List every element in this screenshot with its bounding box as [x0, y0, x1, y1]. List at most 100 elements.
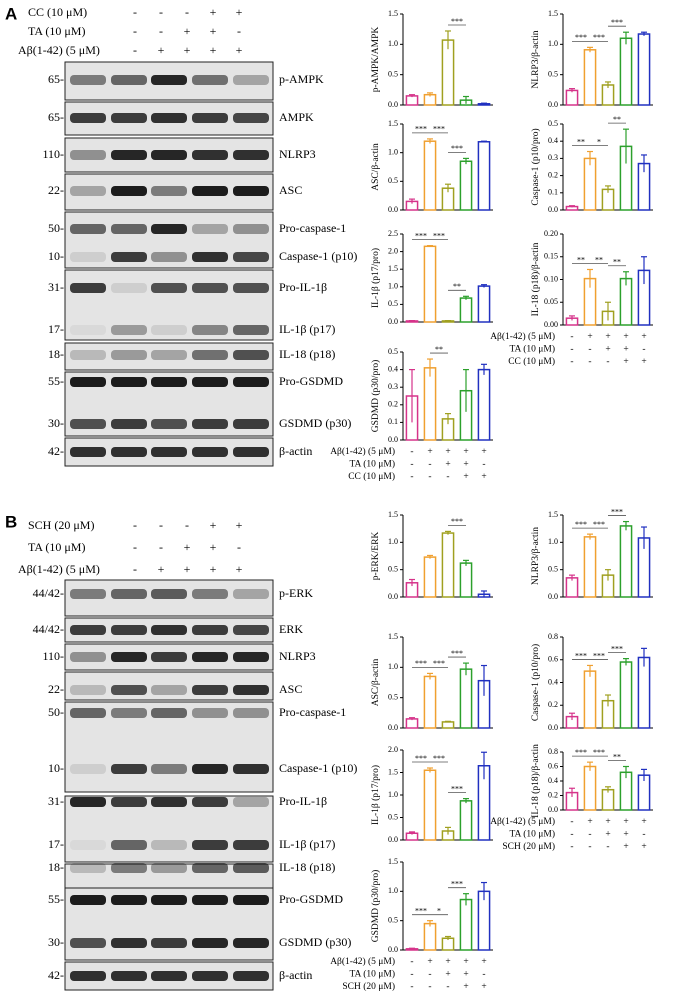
bar: [637, 33, 651, 106]
condition-sign: +: [463, 472, 468, 482]
bar: [477, 368, 491, 441]
band: [233, 625, 269, 635]
mw-marker: 17-: [48, 322, 64, 336]
band: [192, 652, 228, 662]
condition-sign: +: [481, 472, 486, 482]
band: [192, 350, 228, 360]
treatment-sign: -: [159, 24, 163, 38]
y-tick-label: 0.4: [548, 776, 558, 785]
condition-label: Aβ(1-42) (5 μM): [330, 956, 395, 967]
protein-label: IL-18 (p18): [279, 860, 335, 874]
y-tick-label: 0.5: [388, 812, 398, 821]
y-tick-label: 0.4: [548, 136, 558, 145]
y-tick-label: 0.6: [548, 761, 558, 770]
treatment-sign: -: [133, 518, 137, 532]
band: [70, 186, 106, 196]
treatment-sign: -: [185, 518, 189, 532]
y-tick-label: 1.0: [548, 39, 558, 48]
bar: [405, 718, 419, 729]
y-tick-label: 1.5: [388, 119, 398, 128]
mw-marker: 65-: [48, 110, 64, 124]
y-tick-label: 0.0: [548, 723, 558, 732]
protein-label: AMPK: [279, 110, 314, 124]
band: [70, 377, 106, 387]
y-tick-label: 0.8: [548, 747, 558, 756]
bar: [477, 141, 491, 211]
significance-label: **: [453, 282, 461, 291]
condition-label: TA (10 μM): [510, 344, 556, 355]
band: [192, 589, 228, 599]
band: [192, 971, 228, 981]
bar: [423, 769, 437, 841]
condition-label: Aβ(1-42) (5 μM): [490, 816, 555, 827]
y-tick-label: 0.0: [388, 592, 398, 601]
y-tick-label: 0.0: [388, 835, 398, 844]
band: [151, 840, 187, 850]
y-tick-label: 0.5: [548, 69, 558, 78]
y-axis-label: GSDMD (p30/pro): [370, 360, 381, 433]
treatment-sign: +: [158, 43, 165, 57]
bar: [459, 297, 473, 323]
bar: [477, 285, 491, 323]
y-tick-label: 0.5: [388, 347, 398, 356]
mw-marker: 55-: [48, 374, 64, 388]
condition-sign: -: [642, 345, 645, 355]
treatment-sign: -: [159, 540, 163, 554]
band: [70, 895, 106, 905]
condition-sign: -: [570, 830, 573, 840]
mw-marker: 50-: [48, 221, 64, 235]
mw-marker: 44/42-: [33, 586, 64, 600]
y-tick-label: 0.1: [388, 417, 398, 426]
treatment-sign: +: [236, 562, 243, 576]
y-tick-label: 0.2: [548, 790, 558, 799]
protein-label: Pro-caspase-1: [279, 705, 346, 719]
bar: [565, 577, 579, 598]
protein-label: ASC: [279, 183, 302, 197]
y-axis-label: IL-18 (p18)/β-actin: [530, 744, 541, 818]
condition-sign: +: [641, 817, 646, 827]
mw-marker: 110-: [42, 649, 64, 663]
band: [111, 708, 147, 718]
band: [151, 863, 187, 873]
bar: [619, 661, 633, 729]
treatment-sign: +: [184, 562, 191, 576]
mw-marker: 18-: [48, 347, 64, 361]
band: [111, 283, 147, 293]
condition-sign: +: [641, 357, 646, 367]
treatment-sign: -: [133, 540, 137, 554]
mw-marker: 22-: [48, 183, 64, 197]
y-tick-label: 0.6: [548, 655, 558, 664]
band: [111, 447, 147, 457]
significance-label: **: [435, 345, 443, 354]
band: [111, 252, 147, 262]
significance-label: ***: [593, 520, 605, 529]
bar: [583, 49, 597, 106]
y-tick-label: 0.10: [544, 274, 558, 283]
band: [151, 797, 187, 807]
band: [233, 764, 269, 774]
band: [192, 840, 228, 850]
condition-sign: -: [428, 970, 431, 980]
protein-label: β-actin: [279, 968, 312, 982]
y-tick-label: 1.0: [388, 662, 398, 671]
y-tick-label: 0.0: [548, 592, 558, 601]
band: [70, 764, 106, 774]
y-tick-label: 0.0: [388, 205, 398, 214]
significance-label: **: [613, 115, 621, 124]
band: [233, 797, 269, 807]
band: [70, 283, 106, 293]
y-axis-label: IL-1β (p17/pro): [370, 248, 381, 308]
treatment-sign: +: [210, 540, 217, 554]
y-tick-label: 0.5: [388, 69, 398, 78]
condition-sign: -: [570, 332, 573, 342]
band: [151, 447, 187, 457]
condition-sign: -: [570, 842, 573, 852]
band: [111, 150, 147, 160]
protein-label: p-AMPK: [279, 72, 324, 86]
condition-label: SCH (20 μM): [502, 841, 555, 852]
bar: [619, 37, 633, 106]
band: [70, 797, 106, 807]
band: [111, 797, 147, 807]
significance-label: ***: [593, 748, 605, 757]
band: [233, 589, 269, 599]
